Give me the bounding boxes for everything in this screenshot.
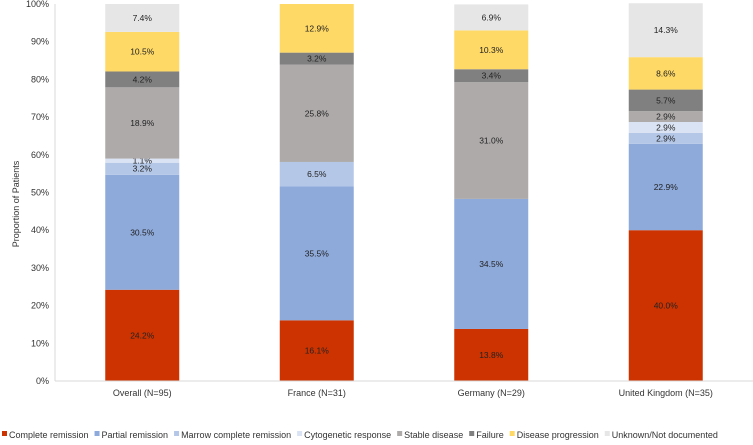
legend: Complete remission Partial remission Marro…	[2, 430, 718, 440]
bar-segment	[105, 71, 180, 88]
legend-swatch	[174, 431, 180, 436]
data-label: 10.3%	[479, 45, 504, 55]
y-tick-label: 70%	[31, 112, 49, 122]
legend-entry: Cytogenetic response	[304, 430, 391, 440]
x-tick-label: Overall (N=95)	[113, 388, 172, 398]
bar-segment	[105, 174, 180, 290]
legend-entry: Disease progression	[517, 430, 599, 440]
legend-entry: Partial remission	[102, 430, 169, 440]
data-label: 14.3%	[654, 25, 679, 35]
bar-segment	[105, 158, 180, 163]
y-tick-label: 50%	[31, 188, 49, 198]
bar-segment	[454, 82, 529, 199]
bar-segment	[279, 64, 354, 162]
legend-swatch	[469, 431, 475, 436]
bar-segment	[628, 230, 703, 381]
bar-segment	[628, 132, 703, 144]
bar-segment	[628, 122, 703, 133]
data-label: 3.4%	[482, 71, 502, 81]
bar-segment	[454, 328, 529, 381]
y-tick-label: 10%	[31, 338, 49, 348]
legend-swatch	[297, 431, 303, 436]
x-axis: Overall (N=95) France (N=31) Germany (N=29…	[55, 380, 753, 398]
bar-segment	[279, 4, 354, 53]
data-label: 2.9%	[656, 122, 676, 132]
y-tick-label: 80%	[31, 74, 49, 84]
legend-entry: Failure	[476, 430, 504, 440]
legend-swatch	[2, 431, 7, 436]
data-label: 6.5%	[307, 169, 327, 179]
data-label: 24.2%	[130, 330, 155, 340]
data-label: 5.7%	[656, 95, 676, 105]
data-label: 16.1%	[305, 346, 330, 356]
bar-segment	[105, 162, 180, 175]
data-label: 25.8%	[305, 108, 330, 118]
y-tick-label: 20%	[31, 301, 49, 311]
data-label: 3.2%	[133, 164, 153, 174]
x-tick-label: United Kingdom (N=35)	[619, 388, 713, 398]
legend-entry: Stable disease	[404, 430, 463, 440]
data-label: 7.4%	[133, 13, 153, 23]
legend-entry: Complete remission	[9, 430, 89, 440]
bar-segment	[279, 52, 354, 65]
data-label: 8.6%	[656, 68, 676, 78]
bar-segment	[279, 320, 354, 381]
data-label: 12.9%	[305, 23, 330, 33]
bar-segment	[105, 4, 180, 32]
y-tick-label: 30%	[31, 263, 49, 273]
bar-segment	[454, 69, 529, 83]
data-label: 2.9%	[656, 112, 676, 122]
legend-entry: Marrow complete remission	[181, 430, 291, 440]
y-tick-label: 40%	[31, 225, 49, 235]
data-label: 40.0%	[654, 301, 679, 311]
data-label: 4.2%	[133, 74, 153, 84]
bar-segment	[628, 89, 703, 112]
legend-swatch	[94, 431, 100, 436]
y-tick-label: 90%	[31, 37, 49, 47]
bar-segment	[279, 186, 354, 321]
bar-segment	[454, 4, 529, 31]
bar-segment	[105, 31, 180, 72]
data-label: 31.0%	[479, 135, 504, 145]
data-label: 2.9%	[656, 133, 676, 143]
legend-swatch	[397, 431, 403, 436]
data-label: 3.2%	[307, 54, 327, 64]
data-label: 18.9%	[130, 118, 155, 128]
legend-swatch	[509, 431, 515, 436]
bar-segment	[454, 198, 529, 329]
bar-segment	[628, 57, 703, 90]
y-axis-label: Proportion of Patients	[11, 160, 21, 247]
y-tick-label: 60%	[31, 150, 49, 160]
bar-segment	[628, 3, 703, 58]
data-label: 34.5%	[479, 259, 504, 269]
x-tick-label: Germany (N=29)	[458, 388, 525, 398]
legend-swatch	[604, 431, 610, 436]
data-label: 35.5%	[305, 248, 330, 258]
bar-segment	[454, 30, 529, 70]
y-axis: 0% 10% 20% 30% 40% 50% 60% 70% 80% 90% 100%	[26, 0, 56, 386]
y-tick-label: 100%	[26, 0, 49, 9]
x-tick-label: France (N=31)	[288, 388, 346, 398]
data-label: 22.9%	[654, 182, 679, 192]
data-label: 13.8%	[479, 350, 504, 360]
data-label: 30.5%	[130, 227, 155, 237]
data-label: 6.9%	[482, 12, 502, 22]
bars: 24.2%30.5%3.2%1.1%18.9%4.2%10.5%7.4%16.1…	[105, 3, 703, 381]
data-label: 1.1%	[133, 156, 153, 166]
data-label: 10.5%	[130, 47, 155, 57]
bar-segment	[279, 161, 354, 187]
bar-segment	[105, 87, 180, 159]
bar-segment	[105, 289, 180, 381]
bar-segment	[628, 143, 703, 231]
y-tick-label: 0%	[36, 376, 49, 386]
bar-segment	[628, 111, 703, 123]
legend-entry: Unknown/Not documented	[612, 430, 718, 440]
